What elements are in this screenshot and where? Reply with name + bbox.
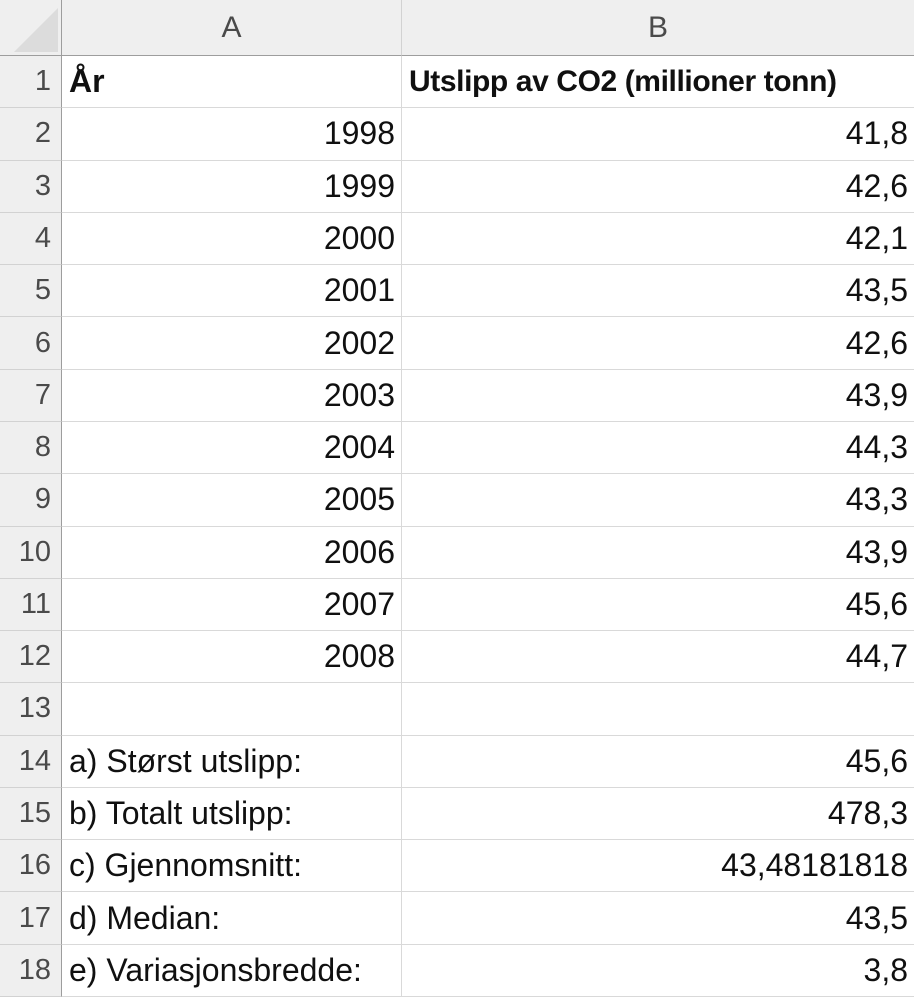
- cell-A11[interactable]: 2007: [62, 578, 402, 632]
- cell-B16[interactable]: 43,48181818: [402, 840, 914, 893]
- cell-A4[interactable]: 2000: [62, 212, 402, 266]
- cell-B12[interactable]: 44,7: [402, 631, 914, 684]
- cell-A17[interactable]: d) Median:: [62, 892, 402, 945]
- row-header[interactable]: 14: [0, 735, 62, 788]
- row-header[interactable]: 17: [0, 892, 62, 945]
- row-header[interactable]: 6: [0, 317, 62, 370]
- cell-B13[interactable]: [402, 683, 914, 736]
- row-header[interactable]: 11: [0, 578, 62, 632]
- cell-B2[interactable]: 41,8: [402, 108, 914, 161]
- select-all-triangle-icon: [14, 8, 58, 52]
- cell-A12[interactable]: 2008: [62, 631, 402, 684]
- column-header-a[interactable]: A: [62, 0, 402, 56]
- row-header[interactable]: 12: [0, 631, 62, 684]
- cell-A5[interactable]: 2001: [62, 265, 402, 318]
- cell-A2[interactable]: 1998: [62, 108, 402, 161]
- row-header[interactable]: 2: [0, 108, 62, 161]
- row-header[interactable]: 5: [0, 265, 62, 318]
- cell-B3[interactable]: 42,6: [402, 160, 914, 213]
- cell-A9[interactable]: 2005: [62, 474, 402, 527]
- cell-B14[interactable]: 45,6: [402, 735, 914, 788]
- cell-A6[interactable]: 2002: [62, 317, 402, 370]
- cell-A3[interactable]: 1999: [62, 160, 402, 213]
- cell-B10[interactable]: 43,9: [402, 526, 914, 579]
- cell-B8[interactable]: 44,3: [402, 421, 914, 475]
- row-header[interactable]: 7: [0, 369, 62, 422]
- cell-B18[interactable]: 3,8: [402, 944, 914, 997]
- cell-B9[interactable]: 43,3: [402, 474, 914, 527]
- row-header[interactable]: 9: [0, 474, 62, 527]
- cell-A10[interactable]: 2006: [62, 526, 402, 579]
- cell-B7[interactable]: 43,9: [402, 369, 914, 422]
- cell-A1[interactable]: År: [62, 56, 402, 109]
- cell-B6[interactable]: 42,6: [402, 317, 914, 370]
- cell-B1[interactable]: Utslipp av CO2 (millioner tonn): [402, 56, 914, 109]
- cell-A13[interactable]: [62, 683, 402, 736]
- cell-A16[interactable]: c) Gjennomsnitt:: [62, 840, 402, 893]
- row-header[interactable]: 18: [0, 944, 62, 997]
- column-header-b[interactable]: B: [402, 0, 914, 56]
- select-all-button[interactable]: [0, 0, 62, 56]
- cell-B5[interactable]: 43,5: [402, 265, 914, 318]
- row-header[interactable]: 16: [0, 840, 62, 893]
- row-header[interactable]: 10: [0, 526, 62, 579]
- row-header[interactable]: 1: [0, 56, 62, 109]
- row-header[interactable]: 8: [0, 421, 62, 475]
- row-header[interactable]: 13: [0, 683, 62, 736]
- row-header[interactable]: 4: [0, 212, 62, 266]
- cell-A15[interactable]: b) Totalt utslipp:: [62, 787, 402, 841]
- cell-A7[interactable]: 2003: [62, 369, 402, 422]
- cell-B17[interactable]: 43,5: [402, 892, 914, 945]
- cell-A8[interactable]: 2004: [62, 421, 402, 475]
- cell-B11[interactable]: 45,6: [402, 578, 914, 632]
- cell-B4[interactable]: 42,1: [402, 212, 914, 266]
- row-header[interactable]: 15: [0, 787, 62, 841]
- cell-A18[interactable]: e) Variasjonsbredde:: [62, 944, 402, 997]
- cell-B15[interactable]: 478,3: [402, 787, 914, 841]
- row-header[interactable]: 3: [0, 160, 62, 213]
- cell-A14[interactable]: a) Størst utslipp:: [62, 735, 402, 788]
